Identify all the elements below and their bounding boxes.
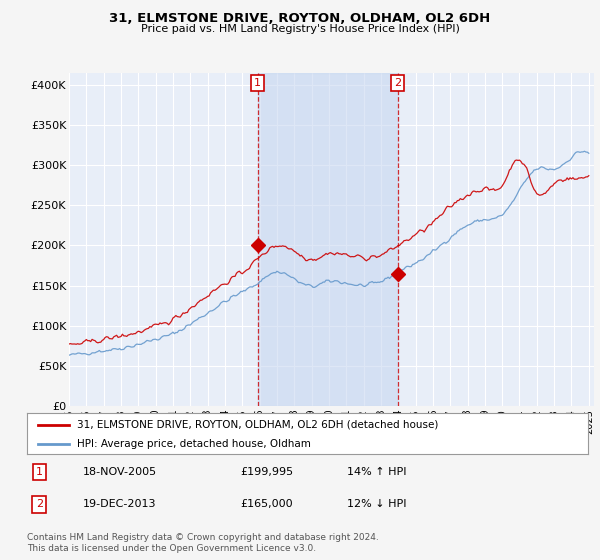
Text: 14% ↑ HPI: 14% ↑ HPI [347, 467, 406, 477]
Text: 31, ELMSTONE DRIVE, ROYTON, OLDHAM, OL2 6DH (detached house): 31, ELMSTONE DRIVE, ROYTON, OLDHAM, OL2 … [77, 419, 439, 430]
Text: 2: 2 [394, 78, 401, 88]
Text: Price paid vs. HM Land Registry's House Price Index (HPI): Price paid vs. HM Land Registry's House … [140, 24, 460, 34]
Bar [257, 73, 398, 406]
Text: 12% ↓ HPI: 12% ↓ HPI [347, 500, 406, 509]
Text: 18-NOV-2005: 18-NOV-2005 [83, 467, 157, 477]
Text: HPI: Average price, detached house, Oldham: HPI: Average price, detached house, Oldh… [77, 438, 311, 449]
Text: 2: 2 [36, 500, 43, 509]
Text: £165,000: £165,000 [240, 500, 293, 509]
Text: 31, ELMSTONE DRIVE, ROYTON, OLDHAM, OL2 6DH: 31, ELMSTONE DRIVE, ROYTON, OLDHAM, OL2 … [109, 12, 491, 25]
Text: 1: 1 [254, 78, 261, 88]
Text: 19-DEC-2013: 19-DEC-2013 [83, 500, 157, 509]
Text: Contains HM Land Registry data © Crown copyright and database right 2024.
This d: Contains HM Land Registry data © Crown c… [27, 533, 379, 553]
Text: 1: 1 [36, 467, 43, 477]
Text: £199,995: £199,995 [240, 467, 293, 477]
